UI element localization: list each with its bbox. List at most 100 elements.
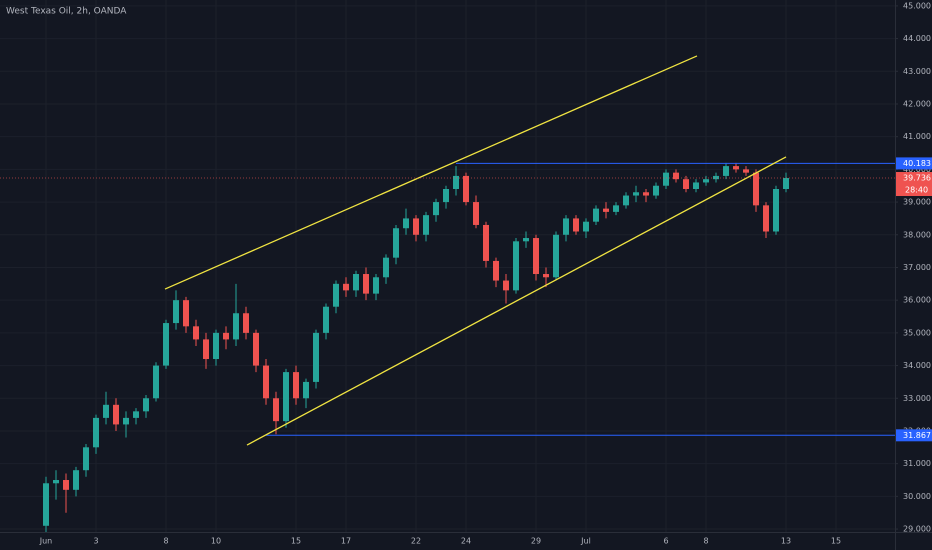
candles xyxy=(43,162,789,533)
candle-body xyxy=(663,172,669,186)
axes: 29.00030.00031.00032.00033.00034.00035.0… xyxy=(39,1,932,546)
candle-body xyxy=(753,172,759,206)
x-tick-label: 13 xyxy=(781,537,791,546)
x-tick-label: 24 xyxy=(461,537,471,546)
candle-body xyxy=(73,470,79,490)
y-tick-label: 43.000 xyxy=(903,67,931,76)
candle-body xyxy=(593,208,599,222)
countdown-label: 28:40 xyxy=(905,186,928,195)
y-tick-label: 37.000 xyxy=(903,263,931,272)
candle-body xyxy=(563,218,569,235)
x-tick-label: 15 xyxy=(831,537,841,546)
candle-body xyxy=(193,326,199,340)
candle-body xyxy=(433,202,439,216)
candle-body xyxy=(643,192,649,196)
candle-body xyxy=(93,417,99,448)
y-tick-label: 36.000 xyxy=(903,296,931,305)
y-tick-label: 34.000 xyxy=(903,361,931,370)
x-tick-label: 6 xyxy=(663,537,668,546)
candle-body xyxy=(783,178,789,189)
candle-body xyxy=(373,277,379,294)
candle-body xyxy=(463,175,469,203)
candle-body xyxy=(733,166,739,170)
candle-body xyxy=(683,179,689,189)
x-tick-label: Jul xyxy=(580,537,591,546)
candle-body xyxy=(183,300,189,327)
trend-line xyxy=(246,156,787,446)
y-tick-label: 41.000 xyxy=(903,132,931,141)
candle-body xyxy=(173,300,179,324)
candle-body xyxy=(213,332,219,360)
candle-body xyxy=(313,332,319,382)
candle-body xyxy=(543,274,549,278)
candle-body xyxy=(163,323,169,366)
candle-body xyxy=(763,205,769,232)
candle-body xyxy=(413,218,419,235)
x-tick-label: 3 xyxy=(93,537,98,546)
candle-body xyxy=(333,283,339,307)
y-tick-label: 33.000 xyxy=(903,394,931,403)
x-tick-label: 10 xyxy=(211,537,221,546)
candle-body xyxy=(273,398,279,422)
candle-body xyxy=(533,238,539,275)
candle-body xyxy=(343,283,349,291)
price-level-tag xyxy=(896,429,932,442)
candle-body xyxy=(303,381,309,399)
candle-body xyxy=(123,417,129,425)
last-price-tag xyxy=(896,172,932,197)
y-tick-label: 31.000 xyxy=(903,459,931,468)
candle-body xyxy=(383,257,389,278)
candle-body xyxy=(223,332,229,340)
candle-body xyxy=(203,339,209,360)
candle-body xyxy=(483,224,489,261)
candle-body xyxy=(283,372,289,422)
candle-body xyxy=(723,166,729,176)
candle-body xyxy=(153,365,159,399)
last-price-label: 39.736 xyxy=(903,174,931,183)
y-tick-label: 42.000 xyxy=(903,99,931,108)
candle-body xyxy=(673,172,679,180)
candle-body xyxy=(103,404,109,418)
candle-body xyxy=(503,280,509,291)
x-tick-label: 8 xyxy=(163,537,168,546)
candle-body xyxy=(603,208,609,212)
candle-body xyxy=(703,179,709,183)
candle-body xyxy=(253,332,259,366)
x-tick-label: 17 xyxy=(341,537,351,546)
y-tick-label: 29.000 xyxy=(903,525,931,534)
x-tick-label: 22 xyxy=(411,537,421,546)
candle-body xyxy=(133,411,139,418)
candle-body xyxy=(513,241,519,291)
candle-body xyxy=(53,480,59,484)
y-tick-label: 39.000 xyxy=(903,198,931,207)
candle-body xyxy=(773,188,779,232)
candle-body xyxy=(323,306,329,333)
candle-body xyxy=(473,202,479,225)
x-tick-label: 29 xyxy=(531,537,541,546)
candle-body xyxy=(83,447,89,471)
candle-body xyxy=(353,274,359,291)
candle-body xyxy=(713,175,719,180)
candle-body xyxy=(293,372,299,399)
trend-line xyxy=(164,55,698,290)
candle-body xyxy=(743,169,749,173)
candle-body xyxy=(573,218,579,232)
candle-body xyxy=(553,234,559,278)
chart-title: West Texas Oil, 2h, OANDA xyxy=(6,7,127,17)
y-tick-label: 35.000 xyxy=(903,328,931,337)
candle-body xyxy=(493,260,499,281)
candle-body xyxy=(263,365,269,399)
candle-body xyxy=(523,238,529,242)
candle-body xyxy=(63,480,69,490)
candle-body xyxy=(453,175,459,189)
y-tick-label: 30.000 xyxy=(903,492,931,501)
y-tick-label: 44.000 xyxy=(903,34,931,43)
x-tick-label: 15 xyxy=(291,537,301,546)
candle-body xyxy=(693,182,699,189)
candle-body xyxy=(43,483,49,526)
price-level-label: 40.183 xyxy=(903,159,931,168)
candle-body xyxy=(363,274,369,294)
candle-body xyxy=(423,215,429,235)
candle-body xyxy=(403,218,409,229)
